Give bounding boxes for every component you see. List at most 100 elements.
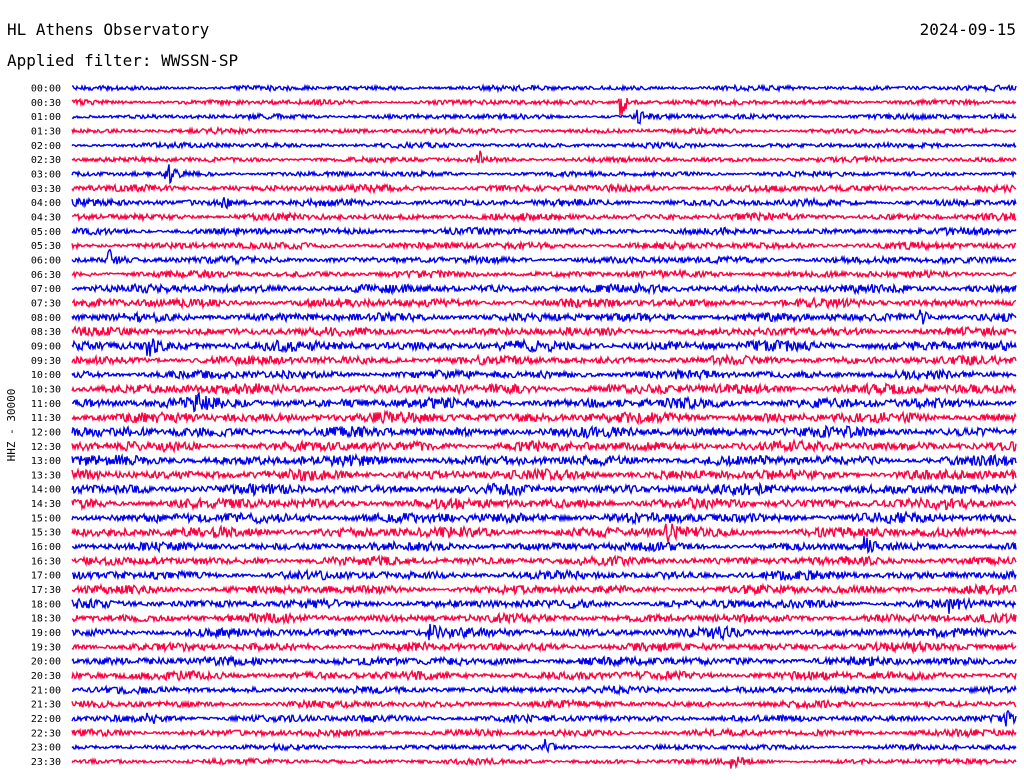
trace-0130 [71,125,1017,136]
trace-0930 [71,353,1017,367]
tick-label: 13:30 [31,470,61,481]
tick-label: 01:00 [31,112,61,123]
tick-label: 00:00 [31,84,61,95]
trace-0600 [71,248,1017,266]
trace-0730 [71,296,1017,310]
trace-0700 [71,281,1017,296]
tick-label: 15:00 [31,513,61,524]
trace-2100 [71,684,1017,697]
trace-2200 [71,709,1017,727]
trace-0500 [71,225,1017,238]
tick-label: 06:30 [31,270,61,281]
tick-label: 21:30 [31,700,61,711]
trace-1530 [71,523,1017,543]
trace-0530 [71,239,1017,252]
trace-1300 [71,452,1017,469]
trace-1200 [71,424,1017,440]
tick-label: 08:00 [31,313,61,324]
trace-1500 [71,510,1016,526]
tick-label: 14:30 [31,499,61,510]
tick-label: 02:30 [31,155,61,166]
trace-2130 [71,698,1017,711]
trace-1000 [71,367,1017,381]
filter-label: Applied filter: WWSSN-SP [7,51,239,70]
trace-2000 [71,654,1017,669]
tick-label: 02:00 [31,141,61,152]
tick-label: 10:00 [31,370,61,381]
tick-label: 22:30 [31,728,61,739]
tick-label: 21:00 [31,685,61,696]
tick-label: 05:30 [31,241,61,252]
trace-1100 [71,391,1017,413]
tick-label: 16:30 [31,556,61,567]
tick-label: 14:00 [31,485,61,496]
trace-0800 [71,309,1017,325]
tick-label: 19:30 [31,642,61,653]
tick-label: 19:00 [31,628,61,639]
tick-label: 10:30 [31,384,61,395]
tick-label: 11:30 [31,413,61,424]
y-axis-label: HHZ - 30000 [5,389,18,462]
tick-label: 09:30 [31,356,61,367]
tick-label: 04:00 [31,198,61,209]
trace-1830 [71,611,1017,626]
trace-0030 [71,97,1017,116]
trace-2300 [71,738,1017,754]
tick-label: 11:00 [31,399,61,410]
trace-0000 [72,83,1017,94]
trace-0830 [71,325,1017,339]
tick-label: 12:30 [31,442,61,453]
trace-0300 [71,164,1017,185]
tick-label: 17:30 [31,585,61,596]
trace-1130 [71,409,1017,426]
tick-label: 23:30 [31,757,61,768]
trace-2230 [71,726,1017,739]
trace-1400 [71,481,1017,498]
tick-label: 07:30 [31,298,61,309]
tick-label: 05:00 [31,227,61,238]
trace-1800 [71,596,1017,614]
trace-0400 [71,196,1017,210]
trace-1230 [71,438,1017,454]
tick-label: 20:30 [31,671,61,682]
tick-label: 16:00 [31,542,61,553]
trace-1930 [71,640,1017,655]
tick-label: 12:00 [31,427,61,438]
trace-0200 [71,140,1017,151]
tick-label: 03:30 [31,184,61,195]
trace-1900 [71,623,1017,642]
tick-label: 08:30 [31,327,61,338]
tick-label: 17:00 [31,571,61,582]
tick-label: 09:00 [31,341,61,352]
trace-1700 [71,568,1017,582]
tick-label: 06:00 [31,255,61,266]
tick-label: 03:00 [31,169,61,180]
tick-label: 23:00 [31,743,61,754]
seismic-traces [71,83,1017,770]
trace-1730 [72,582,1017,597]
trace-1330 [71,466,1017,482]
tick-label: 01:30 [31,126,61,137]
trace-0230 [71,150,1017,165]
trace-1630 [71,554,1017,568]
plot-date: 2024-09-15 [919,20,1016,39]
trace-1600 [71,536,1017,554]
tick-label: 00:30 [31,98,61,109]
trace-2030 [71,669,1017,682]
trace-0330 [71,182,1017,195]
trace-1430 [71,496,1017,512]
tick-label: 22:00 [31,714,61,725]
trace-1030 [71,381,1017,397]
tick-label: 15:30 [31,528,61,539]
trace-0100 [71,109,1017,125]
trace-0630 [71,267,1017,280]
tick-label: 18:30 [31,614,61,625]
tick-label: 07:00 [31,284,61,295]
station-title: HL Athens Observatory [7,20,210,39]
tick-label: 13:00 [31,456,61,467]
tick-label: 20:00 [31,657,61,668]
trace-0430 [71,210,1017,223]
tick-label: 04:30 [31,212,61,223]
trace-0900 [71,337,1017,357]
